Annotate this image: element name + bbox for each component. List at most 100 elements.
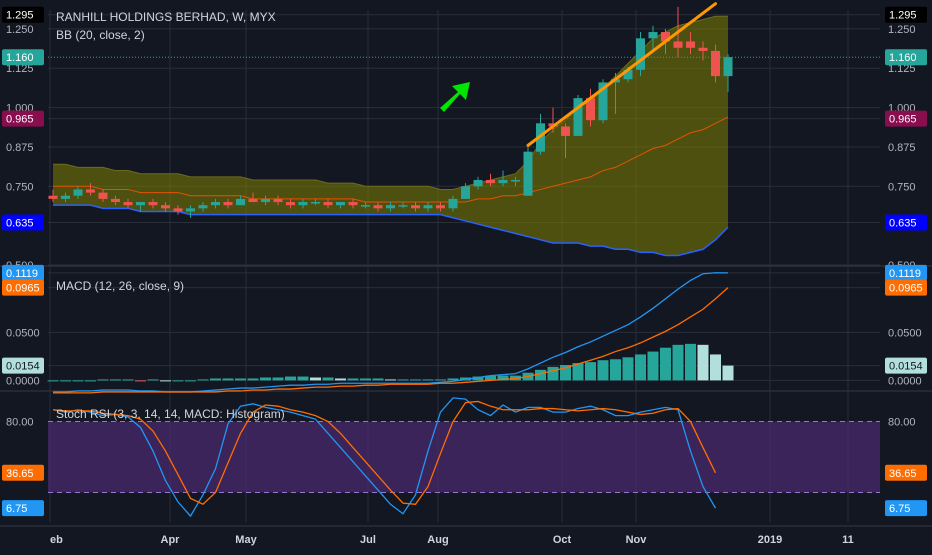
- candle-body: [211, 202, 220, 206]
- stochrsi-tick-right: 80.00: [888, 417, 916, 429]
- candle-body: [298, 202, 308, 206]
- candle-body: [573, 98, 583, 136]
- candle-body: [361, 205, 370, 207]
- macd-histogram-bar: [310, 377, 321, 381]
- macd-histogram-bar: [322, 377, 334, 381]
- time-axis: eb Apr May Jul Aug Oct Nov 2019 11: [0, 525, 932, 550]
- macd-histogram-bar: [85, 380, 96, 382]
- candle-body: [48, 195, 58, 199]
- candle-body: [586, 98, 595, 121]
- macd-histogram-bar: [697, 344, 709, 381]
- price-tick-left: 0.875: [6, 142, 34, 154]
- bb-indicator-label[interactable]: BB (20, close, 2): [56, 28, 145, 42]
- macd-histogram-bar: [647, 351, 659, 381]
- candle-body: [61, 195, 70, 199]
- price-tick-left: 0.750: [6, 181, 34, 193]
- macd-histogram-bar: [497, 375, 509, 381]
- macd-histogram-bar: [335, 378, 346, 381]
- candle-body: [623, 69, 633, 80]
- price-badge-right: [885, 110, 927, 127]
- candle-body: [236, 198, 245, 206]
- candle-body: [386, 205, 395, 209]
- candlestick-series: [48, 6, 880, 218]
- macd-badge-right: [885, 264, 927, 281]
- candle-body: [448, 198, 458, 209]
- macd-badge-left: [2, 264, 44, 281]
- macd-histogram-bar: [147, 379, 159, 381]
- green-arrow-icon: [440, 82, 470, 112]
- macd-histogram-bar: [397, 379, 409, 381]
- candle-body: [523, 151, 533, 196]
- candle-body: [173, 208, 183, 212]
- stochrsi-badge-text-right: 6.75: [889, 503, 910, 515]
- stochrsi-badge-text-left: 36.65: [6, 468, 34, 480]
- macd-histogram-bar: [410, 379, 421, 381]
- macd-histogram-bar: [485, 375, 496, 381]
- price-tick-right: 1.125: [888, 63, 916, 75]
- macd-histogram-bar: [197, 379, 209, 381]
- price-badge-left: [2, 110, 44, 127]
- macd-tick-right: 0.0500: [888, 327, 922, 339]
- candle-body: [661, 32, 670, 42]
- stochrsi-badge-right: [885, 500, 927, 517]
- macd-tick-left: 0.0500: [6, 327, 40, 339]
- trend-line: [526, 2, 717, 147]
- macd-histogram-bar: [47, 380, 59, 382]
- macd-histogram-bar: [635, 354, 646, 381]
- price-axes: 1.2951.2951.2501.2501.1251.1251.0001.000…: [2, 6, 927, 517]
- macd-histogram-bar: [572, 363, 584, 381]
- price-tick-left: 1.250: [6, 24, 34, 36]
- macd-histogram-bar: [385, 379, 396, 381]
- macd-indicator-label[interactable]: MACD (12, 26, close, 9): [56, 279, 185, 293]
- stochrsi-k-line: [52, 397, 717, 518]
- macd-histogram-bar: [672, 344, 684, 381]
- macd-histogram-bar: [372, 378, 384, 381]
- symbol-title[interactable]: RANHILL HOLDINGS BERHAD, W, MYX: [56, 10, 276, 24]
- candle-body: [223, 202, 233, 206]
- candle-body: [198, 205, 208, 209]
- candle-body: [398, 205, 408, 207]
- macd-badge-text-left: 0.0154: [6, 361, 40, 373]
- time-tick: Oct: [553, 534, 572, 546]
- macd-histogram-bar: [297, 376, 309, 381]
- candle-body: [411, 205, 420, 209]
- macd-badge-text-right: 0.0154: [889, 361, 923, 373]
- stochrsi-badge-text-right: 36.65: [889, 468, 917, 480]
- macd-badge-left: [2, 357, 44, 374]
- candle-body: [436, 205, 445, 209]
- price-tick-right: 0.750: [888, 181, 916, 193]
- stochrsi-indicator-label[interactable]: Stoch RSI (3, 3, 14, 14, MACD: Histogram…: [56, 407, 285, 421]
- time-tick: 2019: [758, 534, 782, 546]
- price-badge-text-left: 1.295: [6, 10, 34, 22]
- macd-histogram-bar: [710, 354, 721, 381]
- candle-body: [111, 198, 120, 203]
- candle-body: [498, 180, 508, 184]
- candle-body: [248, 198, 258, 203]
- macd-histogram-bar: [235, 378, 246, 381]
- macd-histogram-bar: [97, 379, 109, 381]
- macd-histogram-bar: [110, 379, 121, 381]
- macd-tick-left: 0.0000: [6, 375, 40, 387]
- macd-histogram-bar: [447, 378, 459, 381]
- candle-body: [473, 180, 483, 187]
- macd-histogram-bar: [472, 376, 484, 381]
- candle-body: [561, 126, 570, 136]
- candle-body: [648, 32, 658, 39]
- candle-body: [161, 205, 170, 209]
- time-tick: Jul: [360, 534, 376, 546]
- signal-line: [53, 287, 729, 394]
- macd-histogram-bar: [547, 366, 559, 381]
- time-tick: Apr: [161, 534, 181, 546]
- macd-histogram-bar: [347, 378, 359, 381]
- macd-series: [47, 272, 734, 394]
- stochrsi-badge-left: [2, 464, 44, 481]
- macd-histogram-bar: [160, 380, 171, 382]
- candle-body: [86, 189, 95, 193]
- stochrsi-badge-left: [2, 500, 44, 517]
- candle-body: [686, 41, 695, 48]
- macd-histogram-bar: [685, 343, 696, 381]
- time-tick: eb: [50, 534, 63, 546]
- macd-histogram-bar: [172, 380, 184, 382]
